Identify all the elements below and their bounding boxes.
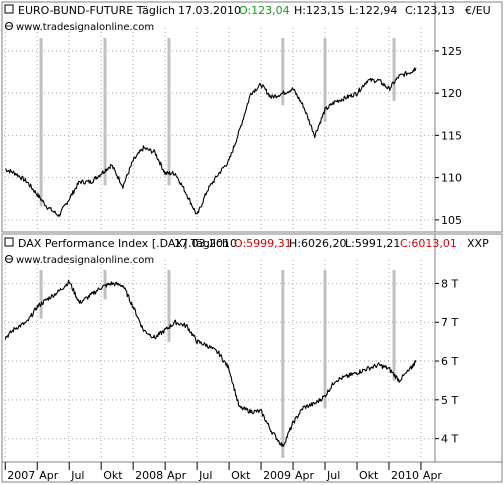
x-axis-ticks: 2007 Apr Jul Okt 2008 Apr Jul Okt 2009 Apr Jul Okt 2… <box>4 462 443 482</box>
x-tick-label: 2007 <box>7 469 35 482</box>
x-tick-label: Okt <box>231 469 251 482</box>
y-axis-ticks: 105 110 115 120 125 4 T 5 T 6 T 7 T 8 T <box>435 45 462 446</box>
bund-price-line <box>5 67 417 217</box>
x-tick-label: Okt <box>103 469 123 482</box>
dax-price-line <box>4 279 417 447</box>
panel-frame <box>1 1 503 233</box>
dax-title: DAX Performance Index [.DAX] Täglich <box>18 237 229 250</box>
x-tick-label: Apr <box>39 469 59 482</box>
x-tick-label: Jul <box>70 469 84 482</box>
grid-lines <box>4 28 435 458</box>
bund-panel-header: EURO-BUND-FUTURE Täglich 17.03.2010 O:12… <box>4 4 491 33</box>
bund-close: C:123,13 <box>405 4 455 17</box>
y-tick-label: 120 <box>441 87 462 100</box>
x-tick-label: 2010 <box>391 469 419 482</box>
dax-high: H:6026,20 <box>289 237 346 250</box>
dax-close: C:6013,01 <box>400 237 457 250</box>
bund-open: O:123,04 <box>239 4 290 17</box>
x-tick-label: Okt <box>359 469 379 482</box>
x-tick-label: 2009 <box>263 469 291 482</box>
bund-high: H:123,15 <box>294 4 344 17</box>
x-tick-label: 2008 <box>135 469 163 482</box>
price-series <box>4 67 417 447</box>
dax-watermark: www.tradesignalonline.com <box>16 255 154 266</box>
dax-open: O:5999,31 <box>234 237 292 250</box>
globe-icon <box>5 255 13 263</box>
checkbox-square-icon[interactable] <box>4 4 14 14</box>
y-tick-label: 6 T <box>441 355 458 368</box>
bund-title: EURO-BUND-FUTURE Täglich <box>18 4 175 17</box>
checkbox-square-icon[interactable] <box>4 237 14 247</box>
x-tick-label: Jul <box>326 469 340 482</box>
y-tick-label: 8 T <box>441 277 458 290</box>
dax-unit: XXP <box>467 237 489 250</box>
y-tick-label: 7 T <box>441 316 458 329</box>
y-tick-label: 125 <box>441 45 462 58</box>
y-tick-label: 115 <box>441 129 462 142</box>
dax-low: L:5991,21 <box>345 237 400 250</box>
x-tick-label: Apr <box>167 469 187 482</box>
y-tick-label: 5 T <box>441 394 458 407</box>
x-tick-label: Apr <box>295 469 315 482</box>
x-tick-label: Apr <box>423 469 443 482</box>
panel-frame <box>1 233 503 463</box>
globe-icon <box>5 22 13 30</box>
bund-date: 17.03.2010 <box>178 4 241 17</box>
dax-panel-header: DAX Performance Index [.DAX] Täglich 17.… <box>4 237 489 266</box>
bund-watermark: www.tradesignalonline.com <box>16 22 154 33</box>
y-tick-label: 105 <box>441 214 462 227</box>
y-tick-label: 110 <box>441 172 462 185</box>
time-axis-frame <box>1 461 503 483</box>
bund-unit: €/EU <box>465 4 491 17</box>
bund-low: L:122,94 <box>349 4 397 17</box>
dax-date: 17.03.2010 <box>174 237 237 250</box>
x-tick-label: Jul <box>198 469 212 482</box>
y-tick-label: 4 T <box>441 433 458 446</box>
